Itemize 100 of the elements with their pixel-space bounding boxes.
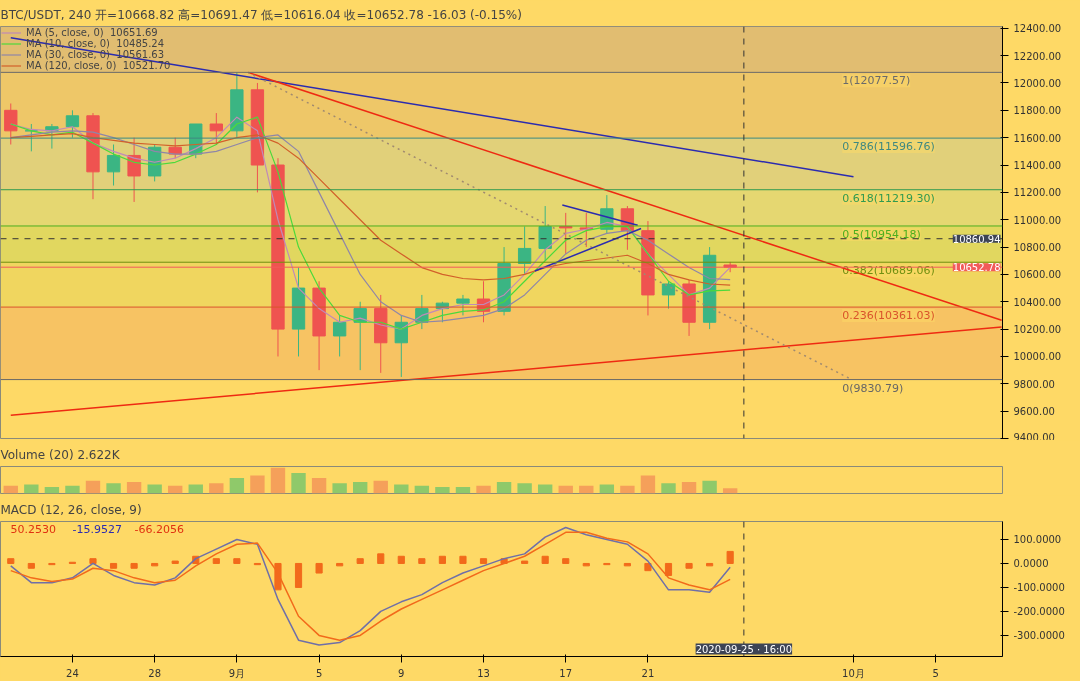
y-tick-label: 11600.00 [1013,132,1062,144]
bar [315,562,323,574]
x-tick-label: 9月 [228,667,246,679]
bar [397,555,405,564]
bar [623,562,631,567]
bar [459,555,467,564]
bar [336,562,344,567]
candlestick [353,301,367,371]
ref-line-label: 0.618(11219.30) [842,191,935,205]
candlestick [332,314,347,357]
bar [562,558,570,564]
x-tick-label: 5 [932,667,939,679]
legend-label: MA (5, close, 0) 10651.69 [26,27,158,38]
x-tick-label: 13 [477,667,490,679]
bar [294,562,303,588]
bar [435,487,450,494]
bar [229,478,245,494]
bar [664,562,673,576]
bar [332,483,347,494]
bar [455,487,471,494]
y-tick-label: 10400.00 [1013,296,1062,308]
candlestick [661,280,676,310]
chart-title: BTC/USDT, 240 开=10668.82 高=10691.47 低=10616.04 收=10652.78 -16.03 (-0.15%) [0,7,522,22]
candlestick [517,226,532,275]
ref-line-label: 2020-09-25 · 16:00 [695,643,793,655]
ref-line-label: 0(9830.79) [842,381,904,395]
bar [44,487,60,494]
bar [377,553,385,564]
x-tick-label: 24 [66,667,79,679]
bar [270,467,286,494]
bar [706,562,714,567]
bar [65,485,80,494]
bar [109,562,118,569]
annotation: -66.2056 [134,522,184,536]
bar [541,555,549,564]
y-tick-label: 11800.00 [1013,105,1062,117]
bar [620,485,635,494]
y-tick-label: 12000.00 [1013,77,1062,89]
bar [212,558,220,564]
x-tick-label: 17 [559,667,573,679]
x-tick-label: 21 [641,667,655,679]
ref-line-label: 10652.78 [952,262,1001,274]
bar [89,558,97,564]
y-tick-label: 9600.00 [1013,406,1055,418]
bar [644,562,652,572]
ref-line-label: 1(12077.57) [842,74,911,88]
y-tick-label: -100.0000 [1013,582,1065,594]
bar [373,480,388,494]
bar [130,562,138,569]
y-tick-label: 0.0000 [1013,558,1049,570]
bar [582,562,590,567]
bar [291,472,306,494]
legend-label: MA (120, close, 0) 10521.70 [26,60,171,71]
bar [171,560,179,564]
y-tick-label: -300.0000 [1013,630,1065,642]
x-tick-label: 10月 [842,667,865,679]
bar [147,484,162,494]
bar [640,475,656,494]
bar [353,481,368,494]
candlestick [106,144,121,187]
y-tick-label: 11200.00 [1013,187,1062,199]
ref-line-label: 0.786(11596.76) [842,140,935,154]
bar [311,478,327,494]
bar [681,481,697,494]
annotation: -15.9527 [72,522,122,536]
bar [233,558,241,564]
y-tick-label: 10200.00 [1013,324,1062,336]
y-tick-label: 100.0000 [1013,534,1062,546]
x-tick-label: 9 [398,667,405,679]
y-tick-label: 12400.00 [1013,23,1062,35]
y-tick-label: 9400.00 [1013,431,1055,443]
bar [479,558,488,564]
ref-line-label: 0.236(10361.03) [842,309,935,323]
bar [27,562,35,569]
y-tick-label: 10600.00 [1013,269,1062,281]
y-tick-label: 10800.00 [1013,242,1062,254]
bar [702,480,717,494]
ref-line-label: 0.5(10954.18) [842,227,921,241]
candlestick [456,294,470,316]
ref-line-label: 10860.94 [952,233,1001,245]
bar [85,480,101,494]
bar [151,562,159,567]
bar [209,483,224,494]
bar [7,558,15,564]
bar [685,562,693,569]
bar [722,488,738,494]
bar [521,560,529,564]
bar [517,483,532,494]
bar [274,562,282,591]
bar [250,475,265,494]
x-tick-label: 5 [315,667,323,679]
bar [126,481,142,494]
y-tick-label: 9800.00 [1013,378,1055,390]
bar [438,555,446,564]
candlestick [394,314,408,378]
bar [661,483,676,494]
candlestick [4,102,18,146]
bar [496,481,512,494]
bar [106,483,121,494]
y-tick-label: -200.0000 [1013,606,1065,618]
